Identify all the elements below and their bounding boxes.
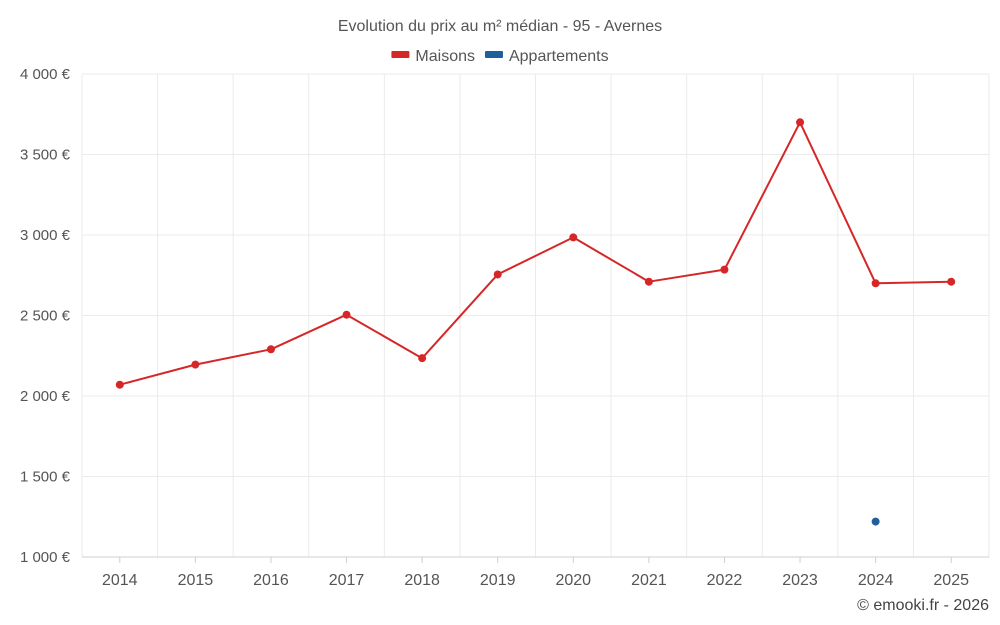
- data-point-maisons: [418, 354, 427, 363]
- y-tick-label: 1 000 €: [20, 549, 71, 566]
- y-tick-label: 2 000 €: [20, 388, 71, 405]
- x-tick-label: 2018: [404, 572, 440, 589]
- x-tick-label: 2014: [102, 572, 138, 589]
- data-point-maisons: [115, 380, 124, 389]
- y-tick-label: 2 500 €: [20, 308, 71, 325]
- data-point-maisons: [191, 360, 200, 369]
- chart-title: Evolution du prix au m² médian - 95 - Av…: [338, 18, 662, 35]
- legend-label: Appartements: [509, 48, 609, 65]
- x-tick-label: 2024: [858, 572, 894, 589]
- data-point-maisons: [493, 270, 502, 279]
- x-tick-label: 2015: [178, 572, 214, 589]
- x-tick-label: 2023: [782, 572, 818, 589]
- x-tick-label: 2025: [933, 572, 969, 589]
- y-tick-label: 4 000 €: [20, 66, 71, 83]
- x-tick-label: 2019: [480, 572, 516, 589]
- y-tick-label: 1 500 €: [20, 469, 71, 486]
- x-tick-label: 2016: [253, 572, 289, 589]
- credit-text: © emooki.fr - 2026: [857, 597, 989, 614]
- legend-swatch: [484, 51, 503, 58]
- x-tick-label: 2020: [555, 572, 591, 589]
- legend-swatch: [391, 51, 410, 58]
- grid: [81, 73, 990, 557]
- series: [115, 118, 956, 526]
- data-point-maisons: [871, 279, 880, 288]
- y-tick-label: 3 000 €: [20, 227, 71, 244]
- data-point-maisons: [644, 277, 653, 286]
- y-tick-label: 3 500 €: [20, 147, 71, 164]
- legend: Maisons Appartements: [391, 48, 609, 65]
- x-tick-label: 2017: [329, 572, 365, 589]
- data-point-maisons: [947, 277, 956, 286]
- data-point-maisons: [796, 118, 805, 127]
- data-point-appartements: [871, 517, 880, 526]
- x-tick-label: 2021: [631, 572, 667, 589]
- data-point-maisons: [266, 345, 275, 354]
- data-point-maisons: [720, 265, 729, 274]
- series-line-maisons: [119, 121, 952, 386]
- axes: 1 000 € 1 500 € 2 000 € 2 500 € 3 000 € 3 500…: [20, 66, 989, 589]
- data-point-maisons: [569, 233, 578, 242]
- legend-label: Maisons: [415, 48, 475, 65]
- data-point-maisons: [342, 310, 351, 319]
- x-tick-label: 2022: [707, 572, 743, 589]
